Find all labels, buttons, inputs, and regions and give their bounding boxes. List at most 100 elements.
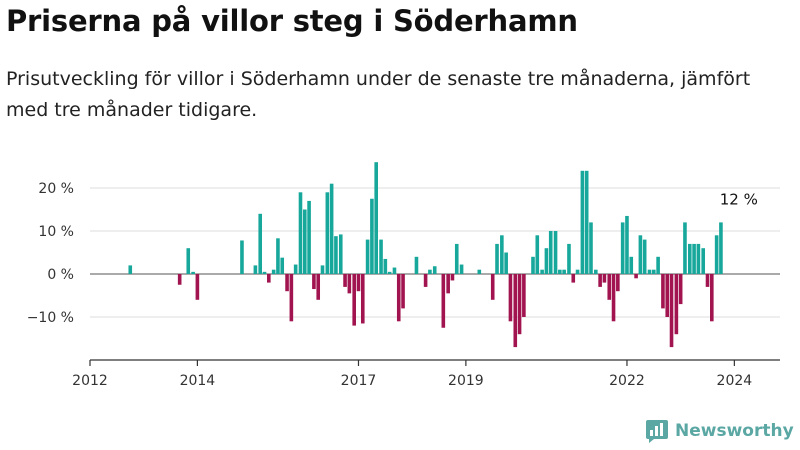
bar — [423, 274, 428, 287]
bar — [383, 258, 388, 274]
bar — [517, 274, 522, 335]
bar — [401, 274, 405, 309]
bar — [714, 235, 719, 274]
bar — [495, 243, 499, 274]
bar — [253, 265, 258, 274]
x-tick-label: 2019 — [448, 373, 484, 389]
bar — [531, 256, 535, 274]
bar — [454, 243, 459, 274]
y-axis-labels: 20 % 10 % 0 % −10 % — [27, 181, 74, 326]
bar — [374, 162, 378, 274]
latest-value-annotation: 12 % — [720, 190, 758, 208]
bar — [504, 252, 508, 274]
bar — [674, 274, 679, 335]
bar — [696, 243, 701, 274]
bar — [513, 274, 518, 348]
newsworthy-logo-icon — [646, 420, 668, 443]
bar — [669, 274, 674, 348]
bar — [450, 274, 455, 281]
newsworthy-logo-text: Newsworthy — [675, 421, 794, 441]
bar — [575, 269, 580, 274]
bar — [280, 257, 285, 274]
bar — [459, 264, 464, 274]
bar — [701, 248, 706, 274]
bar — [558, 269, 562, 274]
bar — [500, 235, 504, 274]
bar — [177, 274, 182, 285]
bar — [276, 238, 280, 274]
bars — [128, 162, 723, 348]
bar — [307, 200, 311, 274]
bar — [352, 274, 356, 326]
bar — [365, 239, 370, 274]
bar — [428, 269, 432, 274]
bar — [571, 274, 576, 283]
bar — [629, 256, 634, 274]
bar — [320, 265, 325, 274]
bar — [652, 269, 656, 274]
bar — [548, 231, 553, 274]
bar — [598, 274, 602, 287]
bar — [195, 274, 200, 300]
bar — [535, 235, 540, 274]
x-tick-label: 2014 — [180, 373, 216, 389]
y-tick-label: 20 % — [38, 181, 74, 197]
bar — [432, 266, 437, 274]
bar — [508, 274, 513, 322]
bar — [692, 243, 696, 274]
bar — [687, 243, 692, 274]
bar — [589, 222, 593, 274]
bar — [678, 274, 683, 305]
y-tick-label: 10 % — [38, 224, 74, 240]
bar — [293, 264, 298, 274]
bar — [620, 222, 625, 274]
bar — [490, 274, 495, 300]
bar — [392, 267, 397, 274]
bar — [285, 274, 289, 292]
bar — [258, 213, 263, 274]
bar — [710, 274, 714, 322]
bar — [396, 274, 401, 322]
bar — [719, 222, 723, 274]
bar — [191, 271, 195, 274]
bar — [544, 248, 549, 274]
bar — [312, 274, 316, 290]
bar — [607, 274, 612, 300]
chart-subtitle: Prisutveckling för villor i Söderhamn un… — [6, 68, 751, 121]
bar — [656, 256, 660, 274]
bar — [634, 274, 638, 279]
bar — [387, 271, 392, 274]
bar — [705, 274, 710, 287]
bar — [642, 239, 647, 274]
bar — [647, 269, 652, 274]
bar — [661, 274, 665, 309]
bar — [338, 234, 343, 274]
bar — [567, 243, 571, 274]
newsworthy-logo[interactable]: Newsworthy — [645, 419, 794, 443]
bar — [262, 271, 267, 274]
bar — [625, 215, 629, 274]
bar — [616, 274, 620, 292]
bar — [414, 256, 419, 274]
bar — [602, 274, 607, 283]
bar — [271, 269, 276, 274]
bar — [580, 170, 585, 274]
x-tick-label: 2017 — [341, 373, 377, 389]
bar — [316, 274, 321, 300]
bar — [370, 198, 374, 274]
bar — [334, 236, 338, 274]
bar — [594, 269, 598, 274]
bar — [240, 240, 244, 274]
bar — [584, 170, 589, 274]
bar — [683, 222, 687, 274]
chart-title: Priserna på villor steg i Söderhamn — [6, 4, 578, 38]
bar — [379, 239, 383, 274]
x-tick-label: 2022 — [609, 373, 645, 389]
bar — [441, 274, 446, 328]
bar — [477, 269, 482, 274]
bar — [446, 274, 450, 294]
bar — [562, 269, 566, 274]
bar — [289, 274, 294, 322]
bar — [267, 274, 271, 283]
